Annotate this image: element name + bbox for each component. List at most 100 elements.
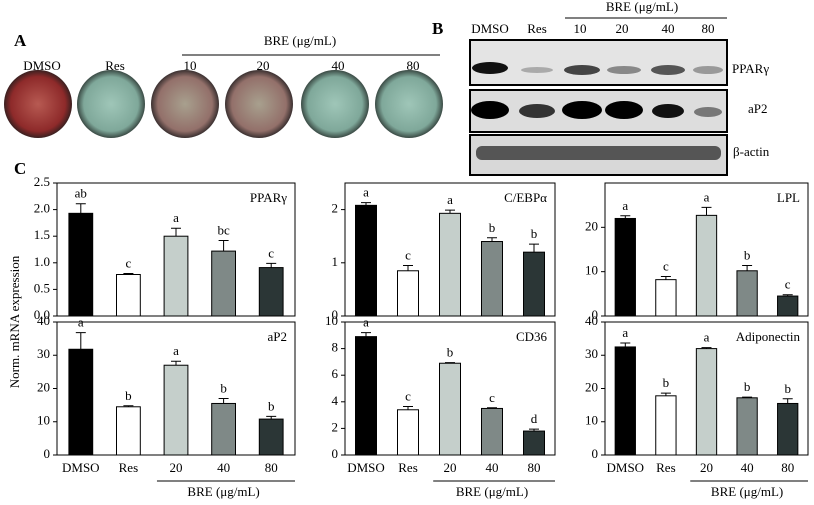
error-bar [529,428,539,432]
bar [68,212,94,317]
significance-letter: b [744,247,751,262]
panel-label: B [432,19,443,38]
lane-label: 40 [332,58,345,73]
blot [469,89,728,133]
significance-letter: a [173,210,179,225]
error-bar [445,209,455,214]
significance-letter: c [405,388,411,403]
panel-label: C [14,159,26,178]
y-tick-label: 0 [44,446,51,461]
x-tick-label: Res [656,460,676,475]
x-group-label: BRE (μg/mL) [711,484,783,499]
x-tick-label: DMSO [607,460,645,475]
y-tick-label: 2.5 [34,174,50,189]
y-tick-label: 0.0 [34,307,50,322]
dish [151,70,219,138]
significance-letter: c [405,247,411,262]
bar [655,395,677,456]
error-bar [742,264,753,271]
lane-label: Res [527,21,547,36]
y-tick-label: 4 [332,393,339,408]
bar [116,406,141,456]
error-bar [487,407,497,409]
chart-title: LPL [777,190,800,205]
y-tick-label: 20 [585,379,598,394]
bar [211,250,236,317]
bar [211,402,236,456]
lane-label: 20 [616,21,629,36]
error-bar [403,264,413,271]
significance-letter: b [125,388,132,403]
chart-title: aP2 [268,329,288,344]
error-bar [123,272,134,275]
blot-label: PPARγ [732,61,769,76]
y-tick-label: 8 [332,340,339,355]
error-bar [361,202,371,206]
bar [777,402,799,456]
significance-letter: b [447,345,454,360]
chart-title: Adiponectin [736,329,801,344]
significance-letter: b [531,226,538,241]
y-tick-label: 20 [37,379,50,394]
significance-letter: a [78,315,84,330]
y-tick-label: 20 [585,218,598,233]
x-tick-label: 80 [528,460,541,475]
error-bar [266,262,277,268]
x-tick-label: 40 [741,460,754,475]
significance-letter: b [489,220,496,235]
bar [695,214,718,317]
lane-label: 40 [662,21,675,36]
x-tick-label: 20 [444,460,457,475]
y-tick-label: 0 [592,446,599,461]
bar [258,418,284,456]
significance-letter: d [531,411,538,426]
y-tick-label: 1.5 [34,227,50,242]
y-tick-label: 10 [37,413,50,428]
group-label: BRE (μg/mL) [264,33,336,48]
error-bar [218,397,229,404]
significance-letter: a [622,198,628,213]
y-tick-label: 6 [332,366,339,381]
y-tick-label: 2 [332,419,339,434]
chart-title: PPARγ [250,190,287,205]
significance-letter: bc [217,222,230,237]
lane-label: 80 [407,58,420,73]
significance-letter: b [220,380,227,395]
error-bar [75,332,86,350]
chart-title: C/EBPα [504,190,547,205]
lane-label: 10 [574,21,587,36]
x-tick-label: 40 [486,460,499,475]
error-bar [361,332,371,337]
bar [116,274,141,317]
bar [355,204,377,317]
significance-letter: a [173,343,179,358]
lane-label: DMSO [23,58,61,73]
bar [736,397,758,456]
error-bar [660,276,671,280]
bar [439,362,461,456]
bar [355,336,377,456]
error-bar [403,405,413,410]
bar [439,212,461,317]
bar [163,235,189,317]
y-tick-label: 10 [325,313,338,328]
significance-letter: c [126,255,132,270]
lane-label: 80 [702,21,715,36]
x-group-label: BRE (μg/mL) [456,484,528,499]
significance-letter: c [663,259,669,274]
y-axis-label: Norm. mRNA expression [7,255,22,388]
error-bar [487,237,497,242]
blot [469,134,728,176]
y-tick-label: 0 [592,307,599,322]
error-bar [701,206,712,216]
group-label: BRE (μg/mL) [606,0,678,14]
y-tick-label: 40 [37,313,50,328]
bar [736,270,758,317]
dish [77,70,145,138]
error-bar [171,360,181,366]
x-tick-label: 80 [265,460,278,475]
dishes [4,70,443,138]
y-tick-label: 0.5 [34,280,50,295]
error-bar [620,215,631,219]
